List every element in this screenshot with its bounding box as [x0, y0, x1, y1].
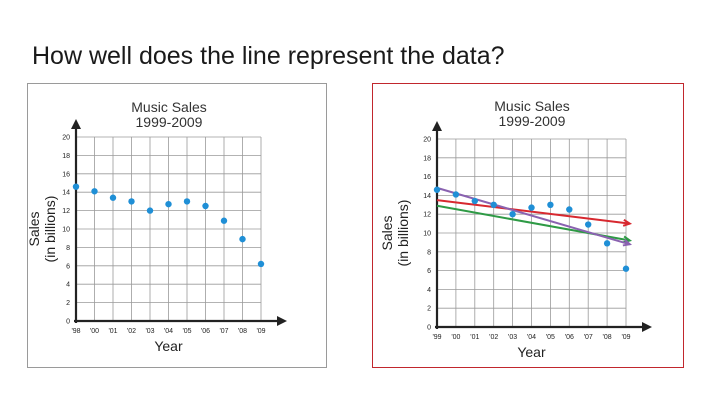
data-point	[452, 191, 460, 198]
data-point	[433, 186, 441, 193]
data-point	[165, 200, 172, 208]
x-axis-arrow	[642, 322, 652, 332]
trend-line-arrow	[622, 238, 632, 247]
data-point	[91, 188, 98, 195]
y-tick-label: 14	[423, 193, 431, 200]
x-tick-label: '09	[256, 328, 265, 335]
chart-title-line: Music Sales	[131, 99, 206, 115]
y-tick-label: 14	[62, 190, 70, 197]
y-tick-label: 0	[427, 325, 431, 332]
trend-line	[436, 199, 630, 225]
y-axis-label-line: (in billions)	[42, 196, 58, 263]
x-tick-label: '01	[108, 328, 117, 335]
y-axis-label-line: Sales	[26, 211, 42, 246]
x-tick-label: '05	[546, 334, 555, 341]
data-point	[622, 265, 630, 272]
chart-title-line: Music Sales	[494, 98, 569, 114]
y-tick-label: 4	[427, 287, 431, 294]
data-point	[509, 211, 516, 218]
y-tick-label: 18	[62, 153, 70, 160]
data-point	[566, 206, 573, 213]
x-axis-label: Year	[517, 344, 546, 360]
slide-title: How well does the line represent the dat…	[32, 42, 505, 70]
chart-panel-left: Music Sales 1999-2009 0 2 4 6 8 10 12 14 16 18 20 '98…	[26, 83, 327, 368]
data-point	[239, 235, 246, 243]
chart-panel-right: Music Sales 1999-2009 0 2 4 6 8 10 12 14 16 18 20 '99…	[372, 83, 684, 368]
trend-line-arrow	[622, 235, 633, 244]
chart-title-line: 1999-2009	[136, 114, 203, 130]
x-tick-label: '06	[201, 328, 210, 335]
y-tick-label: 4	[66, 282, 70, 289]
x-tick-label: '08	[238, 328, 247, 335]
y-tick-label: 10	[423, 231, 431, 238]
x-tick-label: '05	[182, 328, 191, 335]
trend-line-arrow	[622, 218, 633, 227]
x-tick-label: '07	[219, 328, 228, 335]
y-tick-label: 12	[62, 208, 70, 215]
y-tick-label: 6	[427, 268, 431, 275]
y-tick-label: 10	[62, 227, 70, 234]
y-axis-arrow	[432, 121, 442, 131]
y-tick-label: 12	[423, 212, 431, 219]
x-tick-label: '03	[508, 334, 517, 341]
y-tick-label: 18	[423, 155, 431, 162]
data-point	[585, 221, 592, 228]
x-tick-label: '04	[527, 334, 536, 341]
x-axis-label: Year	[154, 338, 183, 354]
x-tick-label: '99	[432, 334, 441, 341]
x-tick-label: '01	[470, 334, 479, 341]
y-tick-label: 16	[423, 174, 431, 181]
data-point	[471, 197, 478, 205]
y-tick-label: 20	[423, 137, 431, 144]
data-point	[490, 201, 497, 208]
x-tick-label: '09	[621, 334, 630, 341]
x-tick-label: '98	[71, 328, 80, 335]
data-point	[109, 194, 117, 201]
x-tick-label: '06	[565, 334, 574, 341]
x-tick-label: '02	[127, 328, 136, 335]
x-tick-label: '08	[603, 334, 612, 341]
data-point	[220, 217, 228, 224]
data-point	[72, 183, 80, 190]
y-tick-label: 2	[427, 306, 431, 313]
x-tick-label: '03	[145, 328, 154, 335]
data-point	[547, 201, 554, 208]
x-tick-label: '00	[451, 334, 460, 341]
data-point	[603, 240, 611, 247]
x-tick-label: '07	[584, 334, 593, 341]
y-tick-label: 0	[66, 319, 70, 326]
data-point	[257, 260, 265, 268]
y-tick-label: 8	[66, 245, 70, 252]
y-axis-label-line: Sales	[379, 215, 395, 250]
x-axis-arrow	[277, 316, 287, 326]
data-point	[146, 207, 154, 214]
y-axis-arrow	[71, 119, 81, 129]
trend-line	[436, 186, 631, 246]
x-tick-label: '04	[164, 328, 173, 335]
x-tick-label: '02	[489, 334, 498, 341]
y-tick-label: 20	[62, 135, 70, 142]
data-point	[528, 204, 535, 211]
y-axis-label-line: (in billions)	[395, 200, 411, 267]
y-tick-label: 8	[427, 249, 431, 256]
x-tick-label: '00	[90, 328, 99, 335]
data-point	[202, 202, 209, 210]
y-tick-label: 2	[66, 300, 70, 307]
data-point	[128, 198, 135, 205]
chart-title-line: 1999-2009	[499, 113, 566, 129]
data-point	[183, 198, 191, 205]
y-tick-label: 16	[62, 171, 70, 178]
y-tick-label: 6	[66, 263, 70, 270]
